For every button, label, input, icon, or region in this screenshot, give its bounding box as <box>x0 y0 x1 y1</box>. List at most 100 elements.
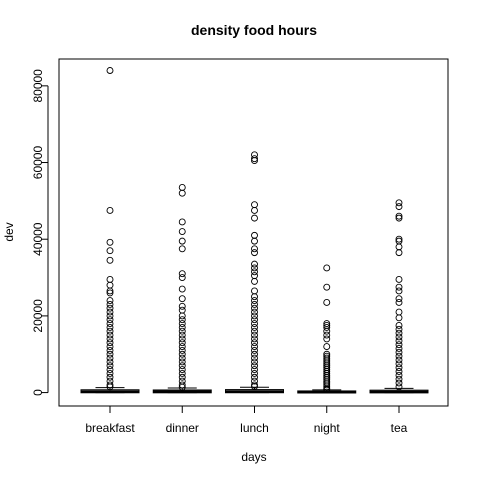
box-night <box>297 264 357 394</box>
outlier-point <box>395 203 403 211</box>
outlier-point <box>323 320 331 328</box>
outlier-point <box>178 383 186 391</box>
outlier-point <box>395 379 403 387</box>
outlier-point <box>106 312 114 320</box>
outlier-point <box>251 327 258 335</box>
outlier-point <box>323 264 331 272</box>
outlier-point <box>251 346 258 354</box>
box-tea <box>369 199 429 394</box>
outlier-point <box>178 237 186 245</box>
outlier-point <box>178 320 186 328</box>
outlier-point <box>395 356 403 364</box>
outlier-point <box>323 323 331 331</box>
outlier-point <box>106 289 114 297</box>
outlier-point <box>178 335 186 343</box>
outlier-point <box>395 337 403 345</box>
outlier-point <box>395 295 403 303</box>
outlier-point <box>251 231 258 239</box>
outlier-point <box>395 325 403 333</box>
y-tick-label: 40000 <box>31 222 45 256</box>
outlier-point <box>395 199 403 207</box>
outlier-point <box>178 302 186 310</box>
outlier-point <box>106 354 114 362</box>
outlier-point <box>251 382 258 390</box>
outlier-point <box>251 249 258 257</box>
outlier-point <box>106 300 114 308</box>
outlier-point <box>251 339 258 347</box>
x-axis: breakfast dinner lunch night tea <box>85 405 408 435</box>
outlier-point <box>178 295 186 303</box>
outlier-point <box>323 343 331 351</box>
outlier-point <box>178 189 186 197</box>
outlier-point <box>251 293 258 301</box>
outlier-point <box>178 354 186 362</box>
outlier-point <box>251 366 258 374</box>
y-axis: 0 20000 40000 60000 80000 <box>31 69 49 396</box>
x-tick-label-breakfast: breakfast <box>85 421 135 435</box>
outlier-point <box>395 352 403 360</box>
outlier-point <box>106 304 114 312</box>
outlier-point <box>251 354 258 362</box>
boxes-layer <box>80 67 429 394</box>
y-tick-label: 20000 <box>31 299 45 333</box>
x-axis-label: days <box>241 450 266 464</box>
outlier-point <box>251 264 258 272</box>
outlier-point <box>395 235 403 243</box>
outlier-point <box>178 373 186 381</box>
outlier-point <box>323 327 331 335</box>
outlier-point <box>395 283 403 291</box>
outlier-point <box>251 312 258 320</box>
outlier-point <box>178 306 186 314</box>
outlier-point <box>106 327 114 335</box>
outlier-point <box>251 377 258 385</box>
outlier-point <box>395 329 403 337</box>
outlier-point <box>251 362 258 370</box>
outlier-point <box>395 333 403 341</box>
outlier-point <box>106 373 114 381</box>
outlier-point <box>106 281 114 289</box>
outlier-point <box>251 373 258 381</box>
outlier-point <box>251 369 258 377</box>
outlier-point <box>323 299 331 306</box>
box-dinner <box>152 183 212 394</box>
outlier-point <box>251 272 258 280</box>
outlier-point <box>178 327 186 335</box>
outlier-point <box>106 343 114 351</box>
outlier-point <box>395 322 403 329</box>
outlier-point <box>178 358 186 366</box>
outlier-point <box>106 350 114 358</box>
outlier-point <box>251 297 258 305</box>
outlier-point <box>323 386 331 393</box>
outlier-point <box>251 358 258 366</box>
x-tick-label-dinner: dinner <box>166 421 199 435</box>
outlier-point <box>106 362 114 370</box>
outlier-point <box>178 285 186 293</box>
outlier-point <box>178 228 186 235</box>
outlier-point <box>106 358 114 366</box>
box-lunch <box>225 151 284 394</box>
outlier-point <box>323 381 331 389</box>
outlier-point <box>178 343 186 351</box>
outlier-point <box>106 276 114 283</box>
outlier-point <box>395 360 403 368</box>
y-tick-label: 0 <box>31 389 45 396</box>
outlier-point <box>395 341 403 349</box>
outlier-point <box>106 381 114 389</box>
outlier-point <box>106 207 114 214</box>
outlier-point <box>251 245 258 253</box>
outlier-point <box>395 371 403 379</box>
outlier-point <box>395 383 403 391</box>
outlier-point <box>178 183 186 191</box>
outlier-point <box>251 268 258 276</box>
outlier-point <box>395 249 403 257</box>
outlier-point <box>178 274 186 282</box>
outlier-point <box>395 276 403 283</box>
outlier-point <box>395 243 403 251</box>
x-tick-label-night: night <box>314 421 341 435</box>
outlier-point <box>251 304 258 312</box>
chart-title: density food hours <box>191 22 317 38</box>
outlier-point <box>178 323 186 331</box>
outlier-point <box>251 316 258 324</box>
outlier-point <box>106 256 114 264</box>
outlier-point <box>106 238 114 246</box>
